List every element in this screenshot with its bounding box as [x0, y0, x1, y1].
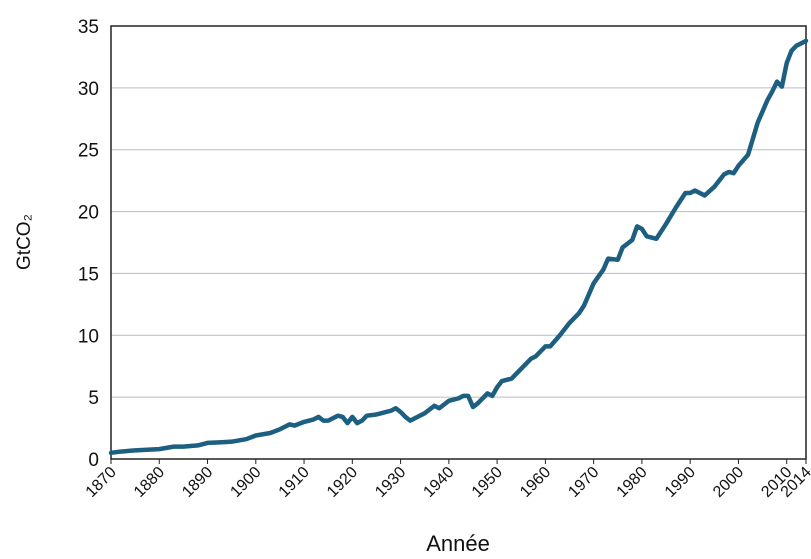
x-tick-label: 1900 — [227, 464, 264, 501]
y-tick-label: 5 — [88, 388, 99, 409]
x-tick-label: 1880 — [131, 464, 168, 501]
y-tick-label: 35 — [78, 17, 99, 38]
x-tick-label: 1920 — [324, 464, 361, 501]
x-tick-label: 1940 — [420, 464, 457, 501]
y-tick-label: 25 — [78, 141, 99, 162]
x-tick-label: 2000 — [710, 464, 747, 501]
data-line — [108, 38, 809, 456]
x-axis-label: Année — [426, 531, 490, 556]
y-tick-label: 15 — [78, 264, 99, 285]
y-tick-label: 10 — [78, 326, 99, 347]
x-tick-label: 1930 — [372, 464, 409, 501]
x-tick-label: 1970 — [565, 464, 602, 501]
x-tick-label: 1910 — [276, 464, 313, 501]
x-tick-label: 1960 — [517, 464, 554, 501]
x-tick-label: 1890 — [179, 464, 216, 501]
y-tick-label: 20 — [78, 203, 99, 224]
y-tick-label: 0 — [88, 450, 99, 471]
x-tick-label: 1990 — [662, 464, 699, 501]
y-tick-label: 30 — [78, 79, 99, 100]
x-tick-label: 1950 — [469, 464, 506, 501]
x-tick-label: 1980 — [614, 464, 651, 501]
plot-frame — [110, 25, 807, 460]
y-axis-label: GtCO₂ — [14, 214, 35, 270]
